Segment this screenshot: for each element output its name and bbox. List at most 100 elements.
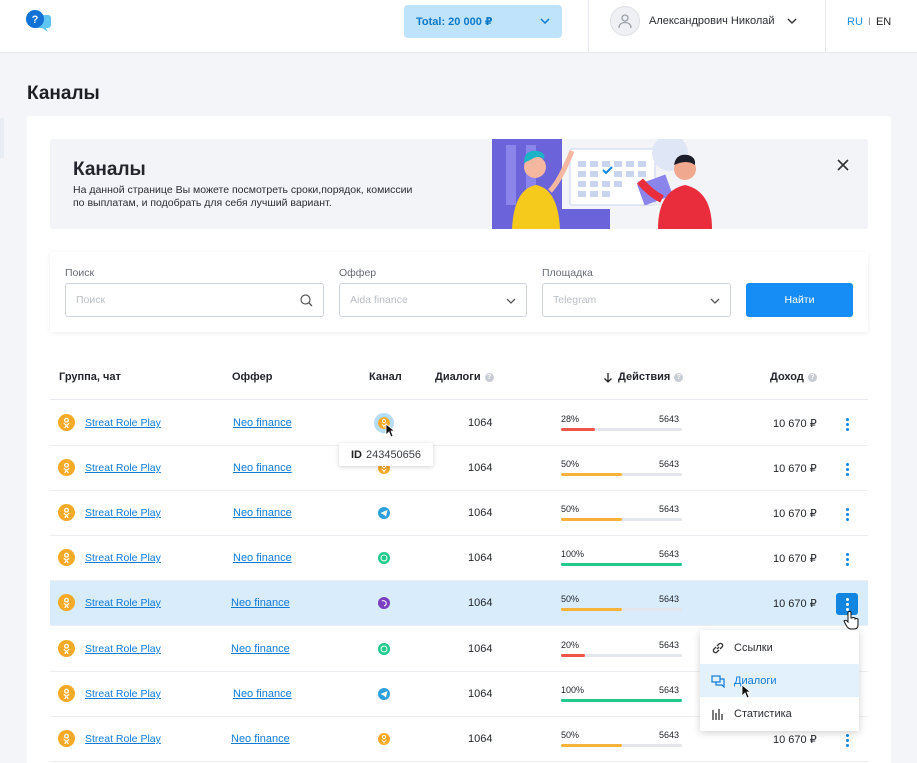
progress-fill (561, 428, 595, 431)
progress-fill (561, 518, 622, 521)
progress-fill (561, 654, 586, 657)
page-title: Каналы (27, 83, 100, 104)
platform-select[interactable]: Telegram (542, 283, 731, 317)
table-row[interactable]: Streat Role Play Neo finance 1064 50% 5643 10… (50, 446, 868, 491)
table-row[interactable]: Streat Role Play Neo finance 1064 100% 5643 (50, 672, 868, 717)
total-balance-dropdown[interactable]: Total: 20 000 ₽ (404, 5, 562, 38)
row-menu-button[interactable] (836, 503, 858, 525)
actions-count: 5643 (659, 504, 680, 514)
row-menu-button[interactable] (836, 729, 858, 751)
column-header-actions[interactable]: Действия? (603, 371, 684, 383)
mouse-cursor-icon (741, 684, 751, 699)
channel-id-tooltip: ID 243450656 (339, 443, 433, 466)
actions-percent: 100% (561, 685, 585, 695)
table-row[interactable]: Streat Role Play Neo finance 1064 50% 5643 10… (50, 717, 868, 762)
lang-en[interactable]: EN (875, 16, 892, 28)
table-row[interactable]: Streat Role Play Neo finance 1064 100% 5643 1… (50, 536, 868, 581)
close-icon[interactable] (836, 158, 850, 172)
search-input[interactable]: Поиск (65, 283, 324, 317)
table-row[interactable]: Streat Role Play Neo finance 1064 28% 5643 10… (50, 401, 868, 446)
column-header-income[interactable]: Доход? (770, 371, 817, 383)
offer-link[interactable]: Neo finance (233, 417, 292, 429)
whatsapp-icon[interactable] (378, 643, 390, 655)
telegram-icon[interactable] (378, 688, 390, 700)
row-menu-button[interactable] (836, 593, 858, 615)
table-row[interactable]: Streat Role Play Neo finance 1064 50% 5643 10… (50, 491, 868, 536)
help-logo-icon[interactable]: ? (26, 10, 52, 34)
income-value: 10 670 ₽ (773, 463, 817, 475)
income-value: 10 670 ₽ (773, 598, 817, 610)
progress-fill (561, 563, 682, 566)
offer-link[interactable]: Neo finance (231, 597, 290, 609)
platform-select-value: Telegram (553, 294, 597, 306)
actions-percent: 20% (561, 640, 580, 650)
offer-link[interactable]: Neo finance (231, 733, 290, 745)
actions-percent: 100% (561, 549, 585, 559)
table-row[interactable]: Streat Role Play Neo finance 1064 50% 5643 10… (50, 581, 868, 626)
actions-count: 5643 (659, 549, 680, 559)
actions-count: 5643 (659, 459, 680, 469)
table-row[interactable]: Streat Role Play Neo finance 1064 20% 5643 (50, 627, 868, 672)
row-menu-button[interactable] (836, 413, 858, 435)
telegram-icon[interactable] (378, 507, 390, 519)
offer-link[interactable]: Neo finance (233, 552, 292, 564)
find-button[interactable]: Найти (746, 283, 853, 317)
group-link[interactable]: Streat Role Play (85, 462, 161, 474)
group-link[interactable]: Streat Role Play (85, 643, 161, 655)
column-header-label: Доход (770, 371, 804, 383)
actions-count: 5643 (659, 685, 680, 695)
top-bar: ? Total: 20 000 ₽ Александрович Николай … (0, 0, 917, 53)
user-icon (618, 14, 632, 29)
banner-text: На данной странице Вы можете посмотреть … (73, 184, 413, 209)
actions-percent: 50% (561, 594, 580, 604)
group-link[interactable]: Streat Role Play (85, 507, 161, 519)
odnoklassniki-icon[interactable] (378, 733, 390, 745)
offer-link[interactable]: Neo finance (233, 507, 292, 519)
divider (588, 0, 589, 53)
search-icon (300, 294, 313, 307)
odnoklassniki-icon (58, 685, 75, 702)
menu-item-statistics[interactable]: Статистика (700, 697, 859, 730)
whatsapp-icon[interactable] (378, 552, 390, 564)
offer-link[interactable]: Neo finance (233, 462, 292, 474)
chevron-down-icon (540, 18, 550, 25)
group-link[interactable]: Streat Role Play (85, 733, 161, 745)
group-link[interactable]: Streat Role Play (85, 552, 161, 564)
row-menu-button[interactable] (836, 548, 858, 570)
actions-count: 5643 (659, 640, 680, 650)
lang-separator: I (867, 16, 871, 28)
viber-icon[interactable] (378, 597, 390, 609)
sort-arrow-down-icon (604, 372, 612, 383)
group-link[interactable]: Streat Role Play (85, 688, 161, 700)
offer-select[interactable]: Aida finance (339, 283, 527, 317)
group-link[interactable]: Streat Role Play (85, 417, 161, 429)
column-header-label: Группа, чат (59, 371, 121, 383)
user-menu[interactable]: Александрович Николай (610, 6, 797, 36)
menu-item-label: Статистика (734, 707, 792, 720)
row-menu-button[interactable] (836, 458, 858, 480)
platform-label: Площадка (542, 267, 593, 279)
help-icon[interactable]: ? (484, 372, 494, 382)
bar-chart-icon (712, 708, 723, 720)
offer-link[interactable]: Neo finance (231, 643, 290, 655)
actions-percent: 28% (561, 414, 580, 424)
dialogs-count: 1064 (468, 552, 493, 564)
lang-ru[interactable]: RU (847, 16, 863, 28)
help-icon[interactable]: ? (674, 372, 684, 382)
offer-link[interactable]: Neo finance (233, 688, 292, 700)
menu-item-dialogs[interactable]: Диалоги (700, 664, 859, 697)
progress-fill (561, 699, 682, 702)
help-icon[interactable]: ? (807, 372, 817, 382)
group-link[interactable]: Streat Role Play (85, 597, 161, 609)
banner-title: Каналы (73, 159, 146, 180)
column-header-dialogs[interactable]: Диалоги? (435, 371, 494, 383)
column-header-label: Канал (369, 371, 402, 383)
column-header-channel[interactable]: Канал (369, 371, 402, 383)
actions-percent: 50% (561, 504, 580, 514)
odnoklassniki-icon (58, 504, 75, 521)
progress-bar (561, 654, 682, 657)
menu-item-links[interactable]: Ссылки (700, 631, 859, 664)
column-header-group[interactable]: Группа, чат (59, 371, 121, 383)
column-header-offer[interactable]: Оффер (232, 371, 273, 383)
odnoklassniki-icon (58, 730, 75, 747)
